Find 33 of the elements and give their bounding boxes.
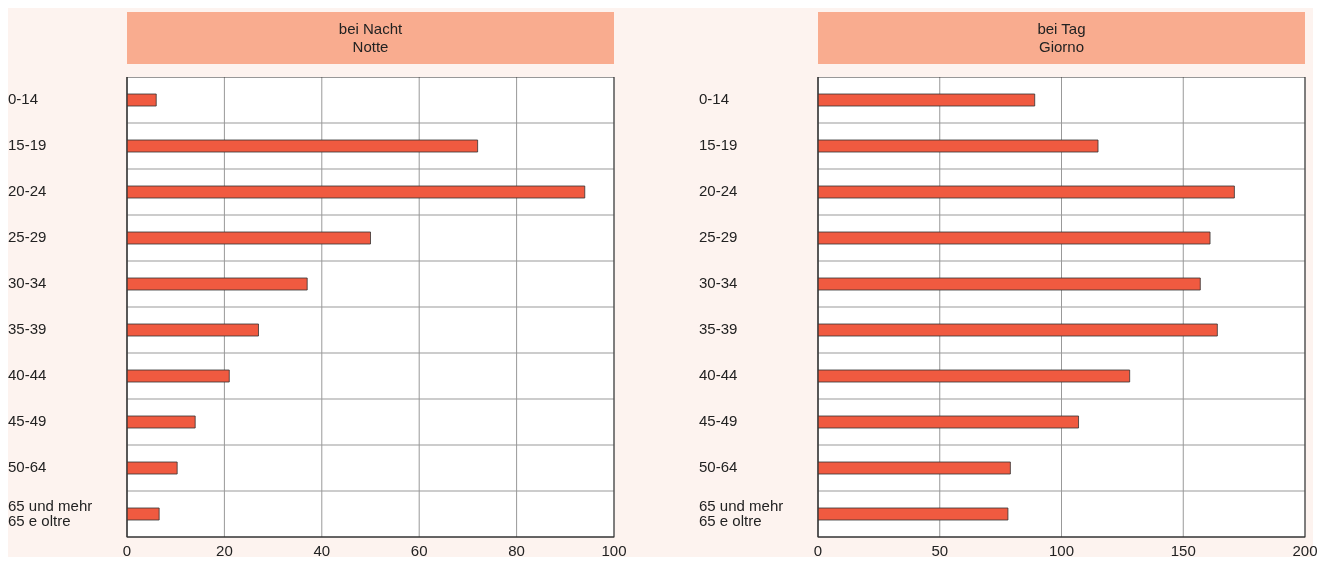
y-tick-label: 35-39 — [699, 319, 738, 337]
y-tick-label: 45-49 — [699, 411, 738, 429]
y-tick-label: 20-24 — [699, 181, 738, 199]
x-tick-label: 100 — [1048, 541, 1075, 559]
y-tick-label: 40-44 — [699, 365, 738, 383]
y-tick-label: 50-64 — [8, 457, 47, 475]
x-tick-label: 60 — [410, 541, 428, 559]
y-tick-label: 20-24 — [8, 181, 47, 199]
x-tick-label: 200 — [1292, 541, 1318, 559]
chart-title: bei Nacht Notte — [338, 20, 403, 56]
y-tick-label: 45-49 — [8, 411, 47, 429]
x-tick-label: 0 — [122, 541, 132, 559]
y-tick-label: 65 und mehr 65 e oltre — [699, 496, 784, 529]
y-tick-label: 25-29 — [8, 227, 47, 245]
y-tick-label: 0-14 — [8, 89, 39, 107]
y-tick-label: 65 und mehr 65 e oltre — [8, 496, 93, 529]
y-tick-label: 30-34 — [699, 273, 738, 291]
x-tick-label: 40 — [313, 541, 331, 559]
x-tick-label: 150 — [1170, 541, 1196, 559]
y-tick-label: 40-44 — [8, 365, 47, 383]
y-tick-label: 25-29 — [699, 227, 738, 245]
x-tick-label: 20 — [216, 541, 233, 559]
y-tick-label: 15-19 — [699, 135, 738, 153]
x-tick-label: 100 — [601, 541, 627, 559]
y-tick-label: 35-39 — [8, 319, 47, 337]
y-tick-label: 0-14 — [699, 89, 730, 107]
x-tick-label: 50 — [931, 541, 949, 559]
y-tick-label: 30-34 — [8, 273, 47, 291]
x-tick-label: 0 — [813, 541, 823, 559]
x-tick-label: 80 — [508, 541, 525, 559]
chart-title: bei Tag Giorno — [1037, 20, 1086, 56]
y-tick-label: 15-19 — [8, 135, 47, 153]
y-tick-label: 50-64 — [699, 457, 738, 475]
